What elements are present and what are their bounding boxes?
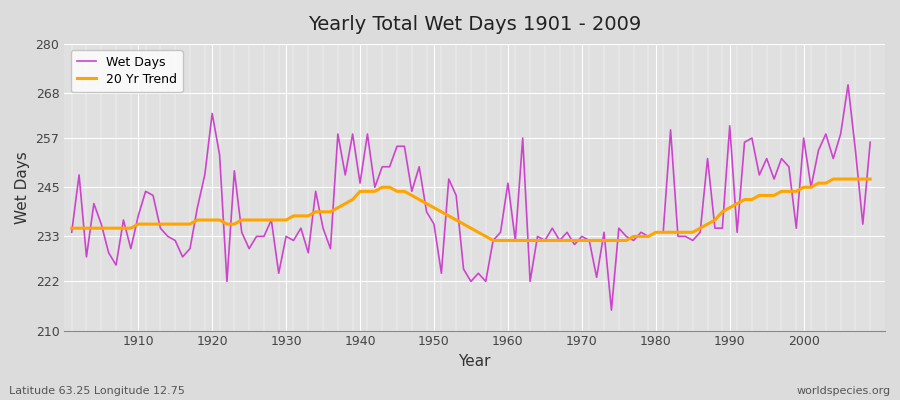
Wet Days (288, 238, 299, 243)
Wet Days (495, 230, 506, 235)
X-axis label: Year: Year (458, 354, 491, 369)
20 Yr Trend (598, 238, 609, 243)
Y-axis label: Wet Days: Wet Days (15, 151, 30, 224)
Wet Days (842, 82, 853, 87)
Text: worldspecies.org: worldspecies.org (796, 386, 891, 396)
20 Yr Trend (510, 238, 521, 243)
Legend: Wet Days, 20 Yr Trend: Wet Days, 20 Yr Trend (70, 50, 183, 92)
Text: Latitude 63.25 Longitude 12.75: Latitude 63.25 Longitude 12.75 (9, 386, 184, 396)
20 Yr Trend (125, 226, 136, 230)
Line: 20 Yr Trend: 20 Yr Trend (72, 179, 870, 240)
Wet Days (606, 308, 616, 312)
Wet Days (865, 140, 876, 144)
Wet Days (332, 132, 343, 136)
20 Yr Trend (488, 238, 499, 243)
20 Yr Trend (67, 226, 77, 230)
Wet Days (67, 230, 77, 235)
Title: Yearly Total Wet Days 1901 - 2009: Yearly Total Wet Days 1901 - 2009 (308, 15, 642, 34)
Wet Days (502, 181, 513, 186)
20 Yr Trend (828, 177, 839, 182)
Wet Days (125, 246, 136, 251)
Wet Days (591, 275, 602, 280)
20 Yr Trend (865, 177, 876, 182)
Line: Wet Days: Wet Days (72, 85, 870, 310)
20 Yr Trend (502, 238, 513, 243)
20 Yr Trend (332, 205, 343, 210)
20 Yr Trend (288, 214, 299, 218)
